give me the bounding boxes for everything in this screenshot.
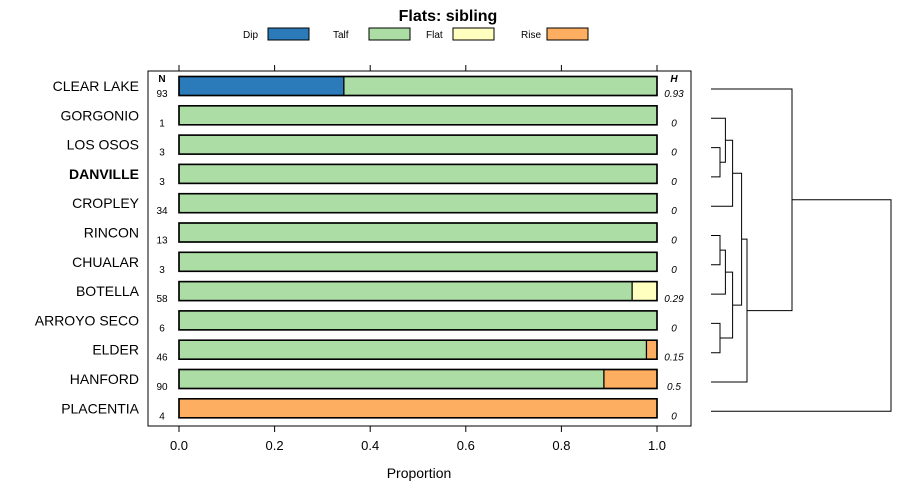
- n-column-header: N: [158, 74, 165, 85]
- bar-outline-chualar: [178, 251, 658, 273]
- h-label-arroyo-seco: 0: [671, 323, 677, 334]
- legend-label-dip: Dip: [243, 30, 258, 41]
- category-label-chualar: CHUALAR: [72, 254, 139, 270]
- legend-swatch-rise: [546, 27, 589, 41]
- legend: Dip Talf Flat Rise: [243, 27, 589, 41]
- n-label-los-osos: 3: [159, 148, 165, 159]
- legend-swatch-flat: [452, 27, 495, 41]
- n-label-chualar: 3: [159, 265, 165, 276]
- category-label-gorgonio: GORGONIO: [60, 107, 139, 123]
- legend-label-rise: Rise: [521, 30, 541, 41]
- bar-placentia-rise: [178, 398, 658, 419]
- n-label-elder: 46: [156, 353, 168, 364]
- bar-botella-talf: [178, 281, 633, 302]
- bar-cropley-talf: [178, 193, 658, 214]
- n-label-placentia: 4: [159, 411, 165, 422]
- dendrogram: [711, 88, 892, 412]
- n-label-botella: 58: [156, 294, 168, 305]
- chart-title: Flats: sibling: [399, 8, 498, 25]
- dendrogram-link-6: [720, 271, 734, 339]
- dendrogram-link-5: [711, 322, 721, 354]
- category-label-arroyo-seco: ARROYO SECO: [35, 312, 139, 328]
- bar-outline-clear-lake: [178, 75, 658, 97]
- bar-elder-talf: [178, 339, 648, 360]
- bar-botella-flat: [631, 281, 658, 302]
- bar-outline-botella: [178, 280, 658, 302]
- category-label-elder: ELDER: [92, 342, 139, 358]
- h-label-hanford: 0.5: [667, 382, 681, 393]
- legend-label-flat: Flat: [426, 30, 443, 41]
- category-label-rincon: RINCON: [84, 225, 139, 241]
- h-label-danville: 0: [671, 177, 677, 188]
- category-label-botella: BOTELLA: [76, 283, 140, 299]
- h-label-placentia: 0: [671, 411, 677, 422]
- n-label-rincon: 13: [156, 236, 168, 247]
- category-label-los-osos: LOS OSOS: [67, 137, 139, 153]
- dendrogram-link-2: [711, 139, 734, 207]
- x-tick-label-4: 0.8: [552, 438, 570, 453]
- n-label-hanford: 90: [156, 382, 168, 393]
- bar-gorgonio-talf: [178, 105, 658, 126]
- h-label-rincon: 0: [671, 236, 677, 247]
- legend-swatch-dip: [267, 27, 310, 41]
- bar-hanford-talf: [178, 368, 605, 390]
- bar-outline-elder: [178, 339, 658, 361]
- dendrogram-link-0: [711, 147, 721, 178]
- h-label-los-osos: 0: [671, 148, 677, 159]
- bar-outline-cropley: [178, 192, 658, 214]
- n-label-danville: 3: [159, 177, 165, 188]
- bar-rows: CLEAR LAKE 93 0.93 GORGONIO 1 0 LOS OSOS 3 0 DANV…: [35, 75, 684, 422]
- legend-swatch-talf: [368, 27, 411, 41]
- bar-los-osos-talf: [178, 134, 658, 155]
- bar-outline-los-osos: [178, 134, 658, 155]
- x-tick-label-0: 0.0: [170, 438, 188, 453]
- dendrogram-link-1: [711, 117, 726, 163]
- bar-outline-hanford: [178, 368, 658, 390]
- plot-frame: [147, 70, 692, 427]
- n-label-gorgonio: 1: [159, 118, 165, 129]
- bar-outline-danville: [178, 163, 658, 185]
- h-column-header: H: [670, 74, 678, 85]
- bar-clear-lake-dip: [178, 75, 345, 97]
- x-tick-label-1: 0.2: [266, 438, 284, 453]
- h-label-elder: 0.15: [664, 353, 684, 364]
- n-label-cropley: 34: [156, 206, 168, 217]
- bar-outline-gorgonio: [178, 105, 658, 126]
- dendrogram-link-4: [711, 249, 726, 295]
- bar-outline-arroyo-seco: [178, 310, 658, 331]
- n-label-clear-lake: 93: [156, 89, 168, 100]
- bar-rincon-talf: [178, 222, 658, 243]
- x-axis-title: Proportion: [387, 465, 452, 481]
- bar-outline-rincon: [178, 222, 658, 243]
- category-label-hanford: HANFORD: [70, 371, 139, 387]
- x-tick-label-3: 0.6: [457, 438, 475, 453]
- category-label-clear-lake: CLEAR LAKE: [53, 78, 139, 94]
- legend-label-talf: Talf: [333, 30, 349, 41]
- x-axis: 0.0 0.2 0.4 0.6 0.8 1.0: [170, 65, 666, 453]
- n-label-arroyo-seco: 6: [159, 323, 165, 334]
- category-label-danville: DANVILLE: [69, 166, 139, 182]
- x-tick-label-2: 0.4: [361, 438, 379, 453]
- bar-chualar-talf: [178, 251, 658, 272]
- dendrogram-link-9: [711, 88, 793, 312]
- bar-danville-talf: [178, 163, 658, 184]
- bar-arroyo-seco-talf: [178, 310, 658, 331]
- h-label-cropley: 0: [671, 206, 677, 217]
- h-label-chualar: 0: [671, 265, 677, 276]
- category-label-placentia: PLACENTIA: [61, 400, 139, 416]
- dendrogram-link-10: [711, 199, 892, 412]
- h-label-botella: 0.29: [664, 294, 684, 305]
- x-tick-label-5: 1.0: [648, 438, 666, 453]
- bar-hanford-rise: [603, 368, 658, 390]
- h-label-gorgonio: 0: [671, 118, 677, 129]
- h-label-clear-lake: 0.93: [664, 89, 684, 100]
- category-label-cropley: CROPLEY: [72, 195, 140, 211]
- bar-elder-rise: [645, 339, 658, 360]
- bar-clear-lake-talf: [343, 75, 658, 97]
- dendrogram-link-7: [732, 172, 743, 306]
- dendrogram-link-3: [711, 235, 721, 266]
- bar-outline-placentia: [178, 397, 658, 419]
